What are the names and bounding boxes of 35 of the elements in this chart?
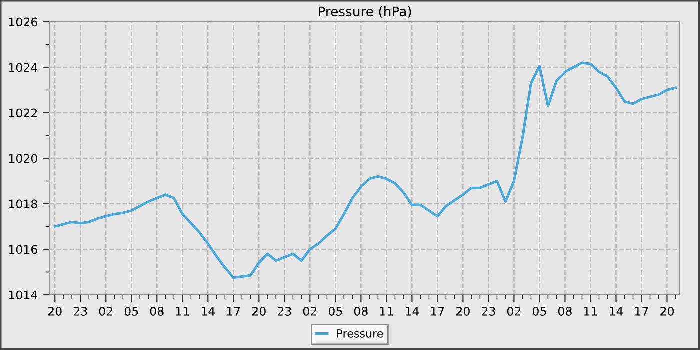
y-tick-label: 1016 [9, 245, 38, 254]
y-tick-label: 1024 [9, 63, 38, 72]
x-tick-label: 17 [636, 307, 648, 316]
x-tick-label: 11 [380, 307, 394, 316]
x-tick-label: 23 [74, 307, 88, 316]
x-tick-label: 11 [176, 307, 190, 316]
line-series [54, 62, 677, 280]
x-tick-label: 14 [610, 307, 624, 316]
x-tick-label: 20 [660, 307, 674, 316]
y-tick-label: 1022 [9, 108, 38, 118]
x-tick-label: 20 [252, 307, 266, 316]
x-tick-label: 02 [303, 307, 316, 316]
x-tick-label: 14 [406, 307, 420, 316]
x-tick-label: 23 [278, 307, 292, 316]
x-tick-label: 17 [227, 307, 240, 316]
x-tick-label: 02 [507, 307, 521, 316]
x-tick-label: 20 [48, 307, 62, 316]
x-tick-label: 02 [99, 307, 112, 316]
chart-title: Pressure (hPa) [318, 6, 412, 18]
x-tick-label: 08 [150, 307, 164, 316]
x-tick-label: 05 [328, 307, 342, 316]
x-tick-label: 23 [482, 307, 496, 316]
x-tick-label: 05 [532, 307, 546, 316]
y-tick-label: 1018 [9, 200, 38, 209]
x-tick-label: 11 [584, 307, 598, 316]
x-tick-label: 08 [558, 307, 572, 316]
x-tick-label: 20 [456, 307, 470, 316]
x-tick-label: 08 [354, 307, 368, 316]
y-tick-label: 1020 [9, 154, 38, 164]
y-tick-label: 1014 [9, 290, 38, 300]
legend-label: Pressure [337, 330, 384, 338]
x-tick-label: 05 [124, 307, 138, 316]
x-tick-label: 14 [202, 307, 215, 316]
x-tick-label: 17 [431, 307, 444, 316]
y-tick-label: 1026 [9, 18, 38, 27]
